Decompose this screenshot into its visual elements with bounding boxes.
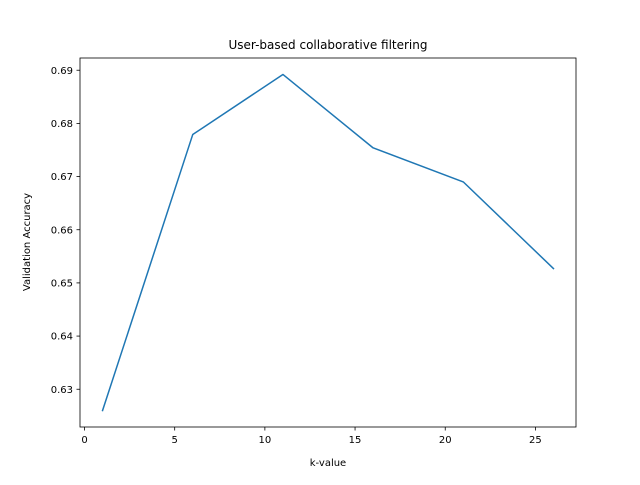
y-tick-label: 0.63 [51, 385, 73, 396]
x-tick-label: 10 [259, 435, 272, 446]
x-tick-label: 20 [439, 435, 452, 446]
x-tick-label: 0 [81, 435, 87, 446]
y-tick-label: 0.64 [51, 332, 73, 343]
x-axis-label: k-value [310, 458, 346, 469]
x-tick-label: 25 [529, 435, 542, 446]
y-tick-label: 0.65 [51, 279, 73, 290]
y-tick-label: 0.66 [51, 225, 73, 236]
x-tick-label: 5 [172, 435, 178, 446]
y-tick-label: 0.69 [51, 66, 73, 77]
x-tick-label: 15 [349, 435, 362, 446]
y-tick-label: 0.68 [51, 119, 73, 130]
y-tick-label: 0.67 [51, 172, 73, 183]
y-axis-label: Validation Accuracy [22, 193, 33, 291]
chart-title: User-based collaborative filtering [229, 38, 428, 52]
